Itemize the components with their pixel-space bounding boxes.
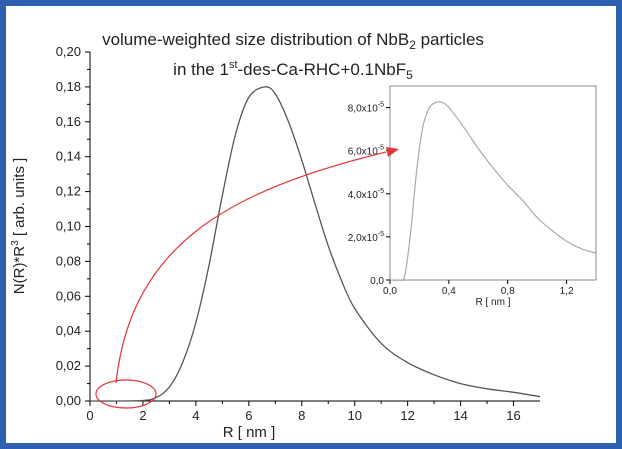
y-tick-label: 0,02 [56,358,81,373]
inset-x-axis-label: R [ nm ] [475,297,510,308]
zoom-region-ellipse [95,379,157,409]
x-tick-label: 12 [400,408,414,423]
x-tick-label: 16 [506,408,520,423]
x-tick-label: 2 [139,408,146,423]
y-tick-label: 0,20 [56,44,81,59]
y-tick-label: 0,10 [56,219,81,234]
main-ticks: 0 2 4 6 8 10 12 14 16 0,00 0,02 0,04 0,06 0,08 0,10 0,1… [56,44,521,423]
x-tick-label: 6 [245,408,252,423]
inset-y-tick-label: 8,0x10-5 [348,102,384,115]
chart-svg: volume-weighted size distribution of NbB… [10,30,597,441]
inset-y-tick-label: 4,0x10-5 [348,188,384,201]
y-tick-label: 0,04 [56,323,81,338]
x-tick-label: 10 [347,408,361,423]
y-axis-label: N(R)*R3 [ arb. units ] [10,158,28,294]
chart-frame: volume-weighted size distribution of NbB… [6,6,616,443]
chart-title-line1: volume-weighted size distribution of NbB… [102,30,484,52]
y-tick-label: 0,08 [56,253,81,268]
y-tick-label: 0,06 [56,288,81,303]
x-axis-label: R [ nm ] [223,424,276,441]
y-tick-label: 0,00 [56,393,81,408]
inset-x-tick-label: 0,4 [442,286,456,297]
zoom-arrowhead [386,147,399,157]
inset-y-tick-label: 2,0x10-5 [348,231,384,244]
inset-x-tick-label: 0,8 [501,286,515,297]
y-tick-label: 0,14 [56,149,81,164]
inset-x-tick-label: 0,0 [383,286,397,297]
y-tick-label: 0,16 [56,114,81,129]
inset-y-tick-label: 0,0 [370,276,384,287]
y-tick-label: 0,18 [56,79,81,94]
chart-title-line2: in the 1st-des-Ca-RHC+0.1NbF5 [173,59,413,82]
main-series-line [89,86,541,402]
inset-x-tick-label: 1,2 [560,286,574,297]
inset-y-tick-label: 6,0x10-5 [348,145,384,158]
inset-plot-area [389,85,597,281]
y-tick-label: 0,12 [56,184,81,199]
x-tick-label: 0 [86,408,93,423]
x-tick-label: 14 [453,408,467,423]
x-tick-label: 8 [298,408,305,423]
inset-series-line [389,101,597,282]
zoom-arrow-line [115,151,387,384]
x-tick-label: 4 [192,408,199,423]
